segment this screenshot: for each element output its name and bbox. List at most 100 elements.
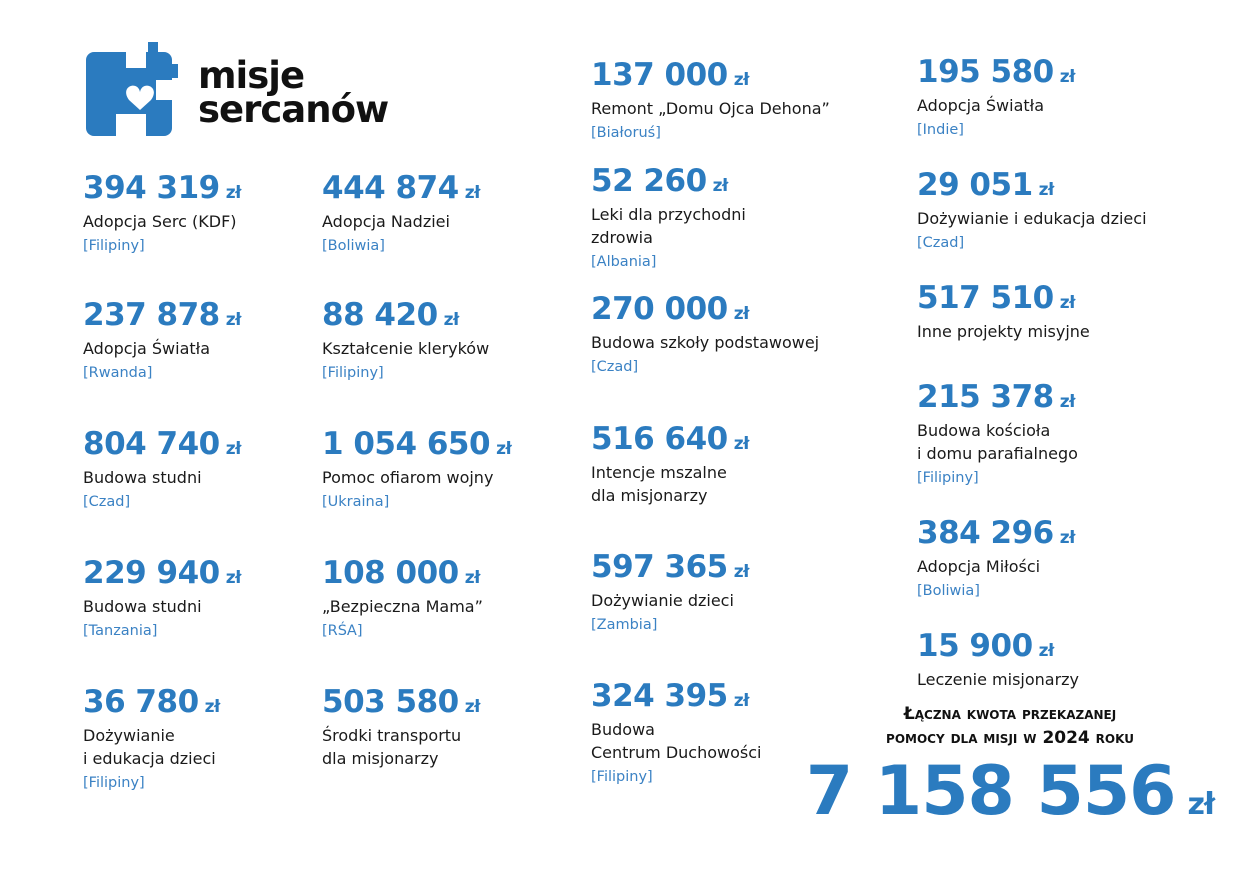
project-title: Środki transportu <box>322 726 462 745</box>
logo: misje sercanów <box>86 42 389 142</box>
country: [Boliwia] <box>322 238 385 254</box>
currency: zł <box>464 697 481 717</box>
country: [Filipiny] <box>83 238 145 254</box>
amount-row: 195 580 zł <box>917 55 1075 94</box>
project-item: 52 260 zł Leki dla przychodni zdrowia [Alban… <box>591 164 746 274</box>
amount-row: 270 000 zł <box>591 292 819 331</box>
amount-row: 52 260 zł <box>591 164 746 203</box>
currency: zł <box>1059 528 1076 548</box>
amount-row: 516 640 zł <box>591 422 749 461</box>
project-title: Dożywianie <box>83 726 175 745</box>
country: [Indie] <box>917 122 964 138</box>
amount: 503 580 <box>322 684 459 720</box>
amount-row: 384 296 zł <box>917 516 1075 555</box>
logo-icon <box>86 42 178 136</box>
country: [Filipiny] <box>917 470 979 486</box>
amount-row: 108 000 zł <box>322 556 483 595</box>
amount: 52 260 <box>591 163 707 199</box>
country: [Ukraina] <box>322 494 390 510</box>
project-item: 503 580 zł Środki transportu dla misjonarzy <box>322 685 480 770</box>
project-title: Adopcja Nadziei <box>322 212 450 231</box>
project-item: 516 640 zł Intencje mszalne dla misjonarzy <box>591 422 749 507</box>
logo-text: misje <box>198 54 305 97</box>
project-title: Budowa kościoła <box>917 421 1051 440</box>
country: [Boliwia] <box>917 583 980 599</box>
project-title: Adopcja Światła <box>917 96 1045 115</box>
project-title: Leczenie misjonarzy <box>917 670 1080 689</box>
country: [Filipiny] <box>322 365 384 381</box>
amount: 444 874 <box>322 170 459 206</box>
project-item: 597 365 zł Dożywianie dzieci [Zambia] <box>591 550 749 637</box>
currency: zł <box>225 568 242 588</box>
amount: 516 640 <box>591 421 728 457</box>
amount-row: 137 000 zł <box>591 58 830 97</box>
amount-row: 597 365 zł <box>591 550 749 589</box>
currency: zł <box>733 691 750 711</box>
currency: zł <box>496 439 512 459</box>
total-block: Łączna kwota przekazanej pomocy dla misji… <box>800 702 1220 843</box>
currency: zł <box>733 304 750 324</box>
amount-row: 324 395 zł <box>591 679 761 718</box>
amount: 1 054 650 <box>322 426 491 462</box>
amount-row: 804 740 zł <box>83 427 241 466</box>
project-title: Centrum Duchowości <box>591 743 762 762</box>
currency: zł <box>1038 641 1055 661</box>
amount-row: 1 054 650 zł <box>322 426 512 466</box>
country: [RŚA] <box>322 623 363 639</box>
project-item: 517 510 zł Inne projekty misyjne <box>917 281 1090 343</box>
logo-text: sercanów <box>198 88 389 131</box>
amount: 237 878 <box>83 297 220 333</box>
amount-row: 29 051 zł <box>917 168 1147 207</box>
project-item: 215 378 zł Budowa kościoła i domu parafialn… <box>917 380 1078 490</box>
amount: 229 940 <box>83 555 220 591</box>
currency: zł <box>733 70 750 90</box>
project-title: Adopcja Światła <box>83 339 211 358</box>
project-item: 237 878 zł Adopcja Światła [Rwanda] <box>83 298 241 385</box>
project-title: Budowa <box>591 720 655 739</box>
country: [Filipiny] <box>591 769 653 785</box>
amount: 15 900 <box>917 628 1033 664</box>
project-title: i domu parafialnego <box>917 444 1078 463</box>
amount: 324 395 <box>591 678 728 714</box>
amount: 195 580 <box>917 54 1054 90</box>
project-item: 270 000 zł Budowa szkoły podstawowej [Czad] <box>591 292 819 379</box>
total-amount: 7 158 556 <box>805 752 1177 831</box>
currency: zł <box>225 439 242 459</box>
total-heading: Łączna kwota przekazanej <box>903 704 1117 724</box>
amount: 394 319 <box>83 170 220 206</box>
currency: zł <box>733 434 750 454</box>
currency: zł <box>712 176 729 196</box>
country: [Czad] <box>917 235 965 251</box>
currency: zł <box>464 568 481 588</box>
currency: zł <box>464 183 481 203</box>
country: [Czad] <box>83 494 131 510</box>
currency: zł <box>204 697 221 717</box>
amount-row: 88 420 zł <box>322 298 489 337</box>
project-title: Adopcja Serc (KDF) <box>83 212 237 231</box>
total-amount-row: 7 158 556 zł <box>800 754 1220 843</box>
project-title: zdrowia <box>591 228 653 247</box>
project-item: 384 296 zł Adopcja Miłości [Boliwia] <box>917 516 1075 603</box>
project-title: Dożywianie i edukacja dzieci <box>917 209 1147 228</box>
project-item: 324 395 zł Budowa Centrum Duchowości [Filipi… <box>591 679 761 789</box>
amount-row: 15 900 zł <box>917 629 1079 668</box>
project-title: „Bezpieczna Mama” <box>322 597 483 616</box>
amount-row: 394 319 zł <box>83 171 241 210</box>
project-item: 108 000 zł „Bezpieczna Mama” [RŚA] <box>322 556 483 643</box>
amount: 804 740 <box>83 426 220 462</box>
country: [Czad] <box>591 359 639 375</box>
amount: 215 378 <box>917 379 1054 415</box>
project-item: 15 900 zł Leczenie misjonarzy <box>917 629 1079 691</box>
project-title: Adopcja Miłości <box>917 557 1041 576</box>
amount: 137 000 <box>591 57 728 93</box>
amount-row: 36 780 zł <box>83 685 220 724</box>
project-title: Kształcenie kleryków <box>322 339 490 358</box>
total-heading: pomocy dla misji w 2024 roku <box>886 728 1134 748</box>
amount: 36 780 <box>83 684 199 720</box>
project-item: 36 780 zł Dożywianie i edukacja dzieci [Fili… <box>83 685 220 795</box>
project-title: Budowa szkoły podstawowej <box>591 333 820 352</box>
project-title: Pomoc ofiarom wojny <box>322 468 494 487</box>
currency: zł <box>1038 180 1055 200</box>
project-item: 88 420 zł Kształcenie kleryków [Filipiny] <box>322 298 489 385</box>
